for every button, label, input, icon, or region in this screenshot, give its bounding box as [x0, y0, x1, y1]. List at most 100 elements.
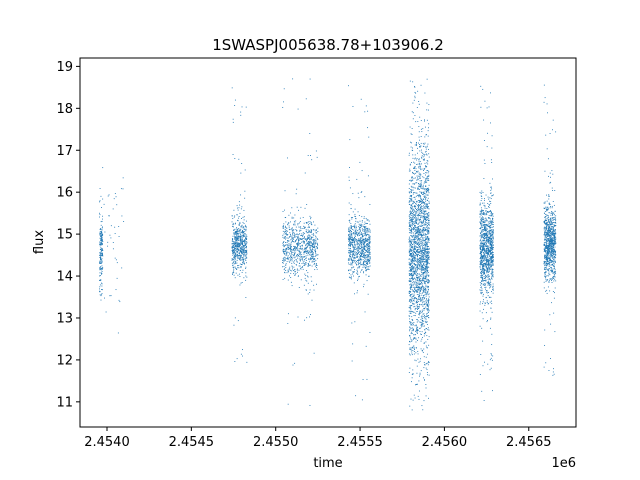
- data-point: [237, 239, 239, 240]
- data-point: [428, 263, 430, 265]
- data-point: [409, 278, 411, 280]
- data-point: [421, 149, 422, 151]
- data-point: [237, 265, 239, 266]
- data-point: [420, 142, 422, 144]
- data-point: [313, 247, 315, 248]
- data-point: [100, 268, 102, 269]
- data-point: [241, 282, 243, 283]
- data-point: [233, 250, 235, 252]
- data-point: [408, 228, 410, 230]
- data-point: [421, 242, 423, 244]
- data-point: [233, 235, 235, 237]
- data-point: [101, 261, 103, 263]
- data-point: [424, 230, 426, 232]
- data-point: [426, 251, 428, 253]
- data-point: [414, 325, 416, 327]
- data-point: [409, 295, 411, 297]
- data-point: [101, 283, 103, 285]
- data-point: [364, 258, 366, 260]
- data-point: [363, 266, 365, 268]
- data-point: [491, 238, 493, 240]
- data-point: [420, 261, 422, 263]
- data-point: [368, 136, 370, 138]
- data-point: [415, 172, 417, 174]
- data-point: [410, 196, 412, 197]
- data-point: [489, 369, 491, 371]
- data-point: [308, 244, 310, 246]
- data-point: [234, 243, 236, 245]
- data-point: [411, 316, 413, 318]
- data-point: [100, 299, 102, 301]
- data-point: [236, 214, 238, 216]
- data-point: [424, 265, 426, 267]
- data-point: [479, 204, 481, 206]
- data-point: [298, 265, 300, 267]
- data-point: [313, 258, 315, 260]
- data-point: [414, 256, 416, 258]
- data-point: [419, 231, 421, 233]
- data-point: [427, 205, 429, 207]
- data-point: [411, 330, 413, 332]
- data-point: [422, 156, 424, 158]
- data-point: [424, 308, 426, 310]
- data-point: [409, 306, 411, 308]
- data-point: [366, 263, 367, 264]
- data-point: [413, 266, 415, 268]
- data-point: [368, 241, 370, 243]
- data-point: [419, 185, 421, 187]
- data-point: [409, 284, 411, 286]
- data-point: [357, 247, 359, 249]
- data-point: [311, 280, 313, 282]
- data-point: [316, 265, 318, 266]
- data-point: [482, 230, 484, 232]
- data-point: [304, 247, 306, 249]
- data-point: [245, 230, 247, 232]
- data-point: [299, 245, 301, 247]
- data-point: [355, 216, 357, 217]
- data-point: [312, 256, 314, 258]
- data-point: [101, 268, 103, 269]
- data-point: [415, 213, 417, 215]
- data-point: [350, 251, 352, 253]
- data-point: [363, 239, 365, 241]
- data-point: [426, 264, 428, 266]
- data-point: [300, 241, 302, 243]
- data-point: [420, 348, 422, 350]
- data-point: [427, 220, 429, 221]
- data-point: [413, 168, 414, 169]
- data-point: [414, 256, 415, 258]
- data-point: [305, 247, 307, 249]
- data-point: [415, 121, 417, 123]
- data-point: [417, 227, 419, 229]
- data-point: [409, 326, 411, 328]
- data-point: [426, 353, 428, 355]
- data-point: [423, 254, 425, 256]
- data-point: [408, 263, 410, 265]
- data-point: [101, 242, 102, 244]
- data-point: [310, 254, 312, 256]
- data-point: [421, 260, 423, 262]
- data-point: [417, 170, 419, 172]
- data-point: [419, 183, 421, 185]
- data-point: [484, 207, 486, 209]
- data-point: [422, 230, 424, 232]
- data-point: [423, 207, 425, 209]
- data-point: [282, 279, 284, 280]
- data-point: [235, 267, 237, 269]
- data-point: [231, 240, 233, 242]
- data-point: [410, 240, 412, 242]
- data-point: [235, 222, 236, 224]
- data-point: [411, 277, 413, 278]
- data-point: [491, 333, 493, 335]
- data-point: [421, 210, 422, 211]
- data-point: [420, 280, 422, 281]
- data-point: [409, 221, 411, 223]
- data-point: [313, 261, 315, 263]
- data-point: [410, 283, 412, 285]
- data-point: [419, 286, 421, 288]
- data-point: [420, 258, 421, 260]
- data-point: [424, 258, 426, 260]
- data-point: [238, 252, 240, 254]
- data-point: [420, 324, 422, 326]
- data-point: [300, 206, 302, 208]
